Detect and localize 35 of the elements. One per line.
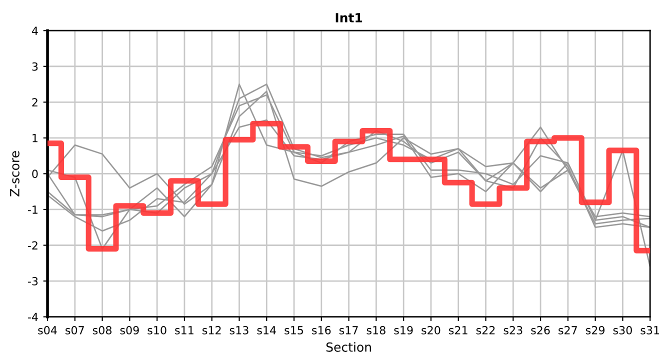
x-tick-label: s22 <box>476 326 495 334</box>
y-tick-label: -2 <box>28 241 38 250</box>
y-tick-label: 0 <box>32 170 38 178</box>
chart-title: Int1 <box>336 13 362 22</box>
x-tick-label: s17 <box>339 326 358 334</box>
x-tick-label: s09 <box>120 326 139 334</box>
x-tick-label: s11 <box>175 326 194 334</box>
x-tick-label: s12 <box>202 326 221 334</box>
x-tick-label: s19 <box>394 326 413 334</box>
x-tick-label: s07 <box>66 326 84 334</box>
x-tick-label: s15 <box>284 326 304 334</box>
x-tick-label: s10 <box>148 326 166 334</box>
x-tick-label: s26 <box>531 326 550 334</box>
x-tick-label: s31 <box>640 326 660 334</box>
y-tick-label: 3 <box>32 62 38 71</box>
y-axis-title: Z-score <box>10 151 20 196</box>
x-tick-label: s13 <box>230 326 248 334</box>
x-tick-label: s21 <box>449 326 468 334</box>
x-tick-label: s27 <box>558 326 577 334</box>
x-tick-label: s23 <box>504 326 522 334</box>
x-axis-title: Section <box>326 342 371 352</box>
x-tick-label: s30 <box>613 326 632 334</box>
y-tick-label: -4 <box>28 312 38 322</box>
y-tick-label: 2 <box>32 98 38 106</box>
x-tick-label: s16 <box>312 326 331 334</box>
x-tick-label: s29 <box>586 326 605 334</box>
x-tick-label: s18 <box>366 326 386 334</box>
y-tick-label: 1 <box>32 134 38 142</box>
x-tick-label: s14 <box>257 326 276 334</box>
y-tick-label: -1 <box>28 206 38 214</box>
x-tick-label: s04 <box>38 326 57 334</box>
x-tick-label: s08 <box>92 326 112 334</box>
y-tick-label: -3 <box>28 277 38 286</box>
y-tick-label: 4 <box>32 26 38 35</box>
x-tick-label: s20 <box>422 326 440 334</box>
